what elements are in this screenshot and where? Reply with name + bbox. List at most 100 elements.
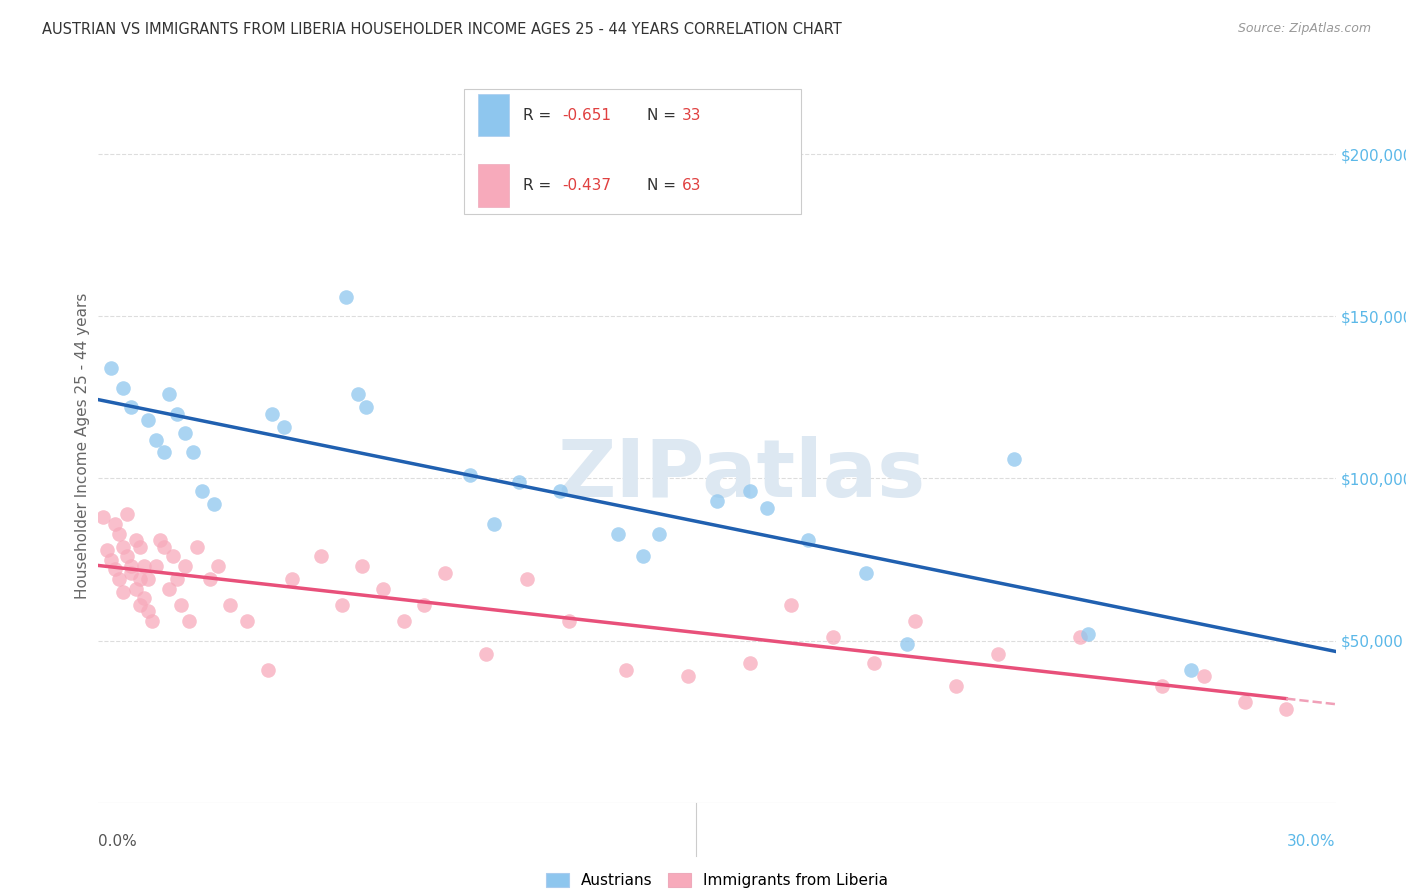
Point: [174, 425, 197, 440]
Point: [986, 647, 1008, 661]
Text: 33: 33: [682, 108, 702, 122]
Point: [207, 559, 229, 574]
Point: [112, 540, 135, 554]
Point: [179, 614, 201, 628]
Point: [755, 500, 778, 515]
Point: [100, 361, 122, 376]
Point: [117, 507, 139, 521]
Point: [1192, 669, 1215, 683]
Point: [855, 566, 877, 580]
Point: [475, 647, 498, 661]
Point: [128, 598, 150, 612]
Text: N =: N =: [647, 178, 681, 193]
Point: [433, 566, 456, 580]
Text: AUSTRIAN VS IMMIGRANTS FROM LIBERIA HOUSEHOLDER INCOME AGES 25 - 44 YEARS CORREL: AUSTRIAN VS IMMIGRANTS FROM LIBERIA HOUS…: [42, 22, 842, 37]
Text: 0.0%: 0.0%: [98, 834, 138, 849]
Point: [157, 582, 180, 596]
Point: [484, 516, 506, 531]
Point: [202, 497, 225, 511]
Point: [198, 572, 221, 586]
Point: [550, 484, 572, 499]
Point: [904, 614, 927, 628]
Point: [104, 516, 127, 531]
Point: [330, 598, 353, 612]
Point: [738, 484, 761, 499]
Text: R =: R =: [523, 178, 557, 193]
Point: [136, 413, 159, 427]
Point: [124, 582, 146, 596]
Point: [260, 407, 283, 421]
Point: [181, 445, 204, 459]
Point: [862, 657, 884, 671]
Point: [413, 598, 436, 612]
Point: [124, 533, 146, 547]
Point: [607, 526, 630, 541]
Point: [149, 533, 172, 547]
Point: [273, 419, 295, 434]
Point: [631, 549, 654, 564]
Point: [162, 549, 184, 564]
Legend: Austrians, Immigrants from Liberia: Austrians, Immigrants from Liberia: [546, 873, 889, 888]
Point: [108, 572, 131, 586]
Point: [1275, 702, 1298, 716]
Point: [132, 591, 155, 606]
Point: [132, 559, 155, 574]
Point: [190, 484, 212, 499]
Point: [128, 572, 150, 586]
Point: [896, 637, 918, 651]
Text: Source: ZipAtlas.com: Source: ZipAtlas.com: [1237, 22, 1371, 36]
Point: [100, 552, 122, 566]
Point: [1180, 663, 1202, 677]
Point: [136, 604, 159, 618]
Point: [145, 433, 167, 447]
Point: [141, 614, 163, 628]
Point: [458, 468, 481, 483]
Point: [120, 559, 142, 574]
Text: R =: R =: [523, 108, 557, 122]
Point: [945, 679, 967, 693]
Point: [347, 387, 370, 401]
Point: [371, 582, 394, 596]
Text: ZIPatlas: ZIPatlas: [558, 435, 927, 514]
Text: 30.0%: 30.0%: [1288, 834, 1336, 849]
Point: [91, 510, 114, 524]
Point: [1069, 631, 1091, 645]
Point: [352, 559, 374, 574]
Point: [1077, 627, 1099, 641]
Point: [153, 540, 176, 554]
Text: -0.437: -0.437: [562, 178, 612, 193]
Point: [557, 614, 579, 628]
Point: [356, 400, 378, 414]
Point: [104, 562, 127, 576]
Point: [821, 631, 844, 645]
Point: [136, 572, 159, 586]
Point: [108, 526, 131, 541]
Point: [309, 549, 332, 564]
Point: [1233, 695, 1256, 709]
Point: [186, 540, 208, 554]
Point: [219, 598, 242, 612]
Text: 63: 63: [682, 178, 702, 193]
Point: [281, 572, 304, 586]
Point: [738, 657, 761, 671]
Point: [166, 572, 188, 586]
Point: [170, 598, 193, 612]
Point: [780, 598, 803, 612]
Point: [508, 475, 530, 489]
Point: [120, 566, 142, 580]
Point: [153, 445, 176, 459]
Point: [335, 290, 357, 304]
Point: [648, 526, 671, 541]
Point: [112, 381, 135, 395]
Point: [96, 542, 118, 557]
Point: [112, 585, 135, 599]
Point: [256, 663, 278, 677]
Y-axis label: Householder Income Ages 25 - 44 years: Householder Income Ages 25 - 44 years: [75, 293, 90, 599]
Point: [676, 669, 699, 683]
Point: [516, 572, 538, 586]
Text: N =: N =: [647, 108, 681, 122]
Point: [145, 559, 167, 574]
Point: [706, 494, 728, 508]
Point: [128, 540, 150, 554]
Point: [117, 549, 139, 564]
